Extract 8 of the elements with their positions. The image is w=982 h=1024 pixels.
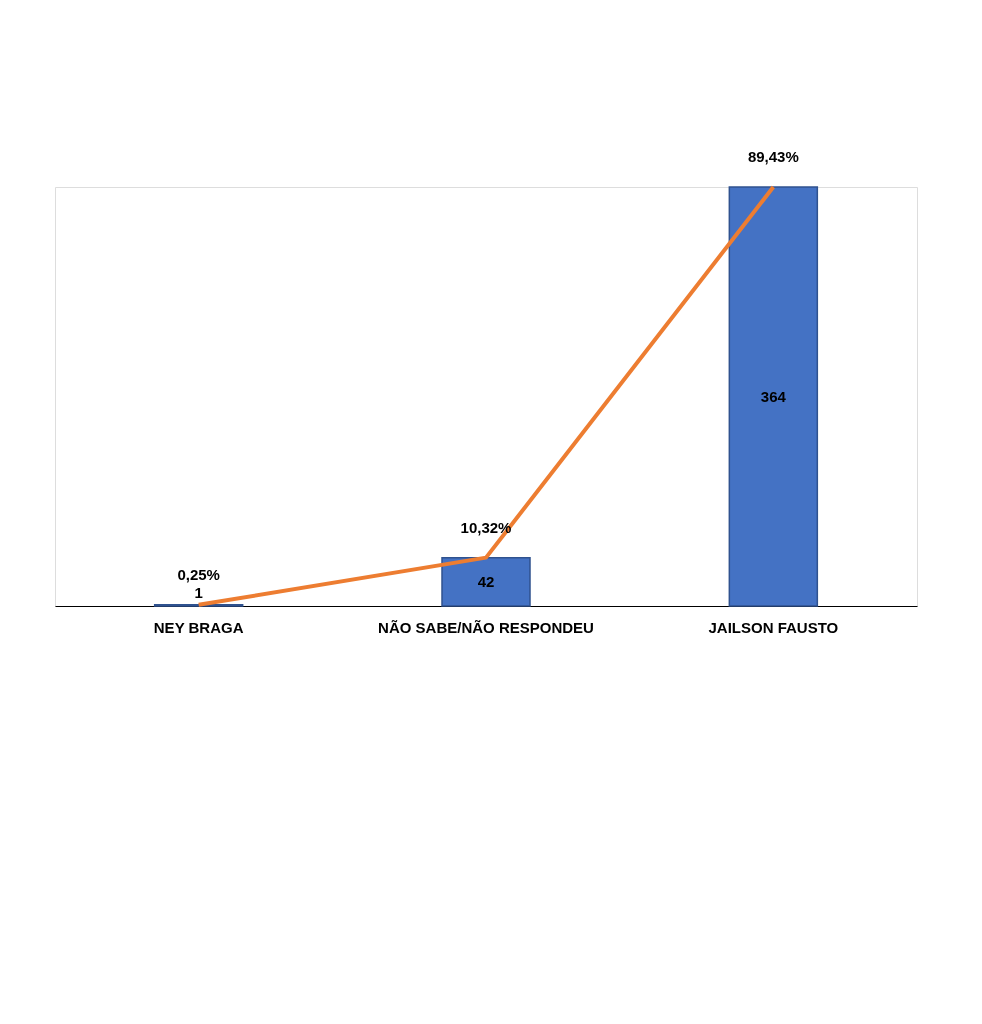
data-label: 364 [760, 387, 787, 405]
x-tick-label: NEY BRAGA [153, 618, 244, 636]
data-label: 89,43% [747, 148, 799, 165]
x-tick-label: JAILSON FAUSTO [708, 618, 839, 636]
data-label: 1 [194, 583, 203, 601]
data-label: 42 [477, 572, 495, 590]
data-label: 0,25% [177, 565, 220, 583]
x-tick-label: NÃO SABE/NÃO RESPONDEU [378, 618, 594, 636]
